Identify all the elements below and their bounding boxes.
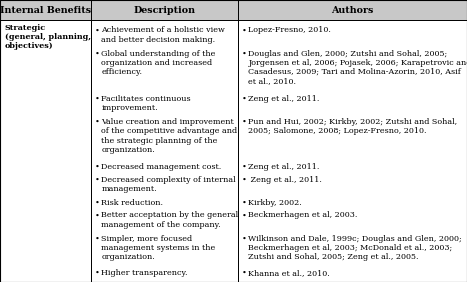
Text: Better acceptation by the general
management of the company.: Better acceptation by the general manage… <box>101 212 239 229</box>
Text: Facilitates continuous
improvement.: Facilitates continuous improvement. <box>101 95 191 112</box>
Text: •: • <box>242 235 247 243</box>
Text: •: • <box>242 269 247 277</box>
Text: •: • <box>95 199 99 207</box>
Text: Global understanding of the
organization and increased
efficiency.: Global understanding of the organization… <box>101 50 216 76</box>
Text: •: • <box>95 50 99 58</box>
Text: Achievement of a holistic view
and better decision making.: Achievement of a holistic view and bette… <box>101 27 225 44</box>
Text: •: • <box>242 163 247 171</box>
Bar <box>91 20 238 282</box>
Text: •: • <box>95 176 99 184</box>
Bar <box>0 0 91 20</box>
Text: •: • <box>242 27 247 34</box>
Text: Douglas and Glen, 2000; Zutshi and Sohal, 2005;
Jorgensen et al, 2006; Pojasek, : Douglas and Glen, 2000; Zutshi and Sohal… <box>248 50 467 85</box>
Text: Zeng et al., 2011.: Zeng et al., 2011. <box>248 163 320 171</box>
Text: Khanna et al., 2010.: Khanna et al., 2010. <box>248 269 330 277</box>
Text: Pun and Hui, 2002; Kirkby, 2002; Zutshi and Sohal,
2005; Salomone, 2008; Lopez-F: Pun and Hui, 2002; Kirkby, 2002; Zutshi … <box>248 118 458 135</box>
Text: •: • <box>95 269 99 277</box>
Text: Description: Description <box>134 6 196 15</box>
Text: •: • <box>242 212 247 219</box>
Text: Wilkinson and Dale, 1999c; Douglas and Glen, 2000;
Beckmerhagen et al, 2003; McD: Wilkinson and Dale, 1999c; Douglas and G… <box>248 235 462 261</box>
Text: •: • <box>95 118 99 126</box>
Text: Decreased management cost.: Decreased management cost. <box>101 163 221 171</box>
Text: •: • <box>242 50 247 58</box>
Text: •: • <box>242 176 247 184</box>
Text: Value creation and improvement
of the competitive advantage and
the strategic pl: Value creation and improvement of the co… <box>101 118 237 154</box>
Text: •: • <box>95 212 99 219</box>
Text: Authors: Authors <box>332 6 374 15</box>
Bar <box>238 20 467 282</box>
Text: Simpler, more focused
management systems in the
organization.: Simpler, more focused management systems… <box>101 235 216 261</box>
Bar <box>238 0 467 20</box>
Text: •: • <box>95 27 99 34</box>
Text: Zeng et al., 2011.: Zeng et al., 2011. <box>248 95 320 103</box>
Text: •: • <box>242 118 247 126</box>
Text: •: • <box>95 235 99 243</box>
Text: •: • <box>95 163 99 171</box>
Text: Higher transparency.: Higher transparency. <box>101 269 188 277</box>
Text: Risk reduction.: Risk reduction. <box>101 199 163 207</box>
Text: Strategic
(general, planning,
objectives): Strategic (general, planning, objectives… <box>5 24 91 50</box>
Text: •: • <box>95 95 99 103</box>
Text: Zeng et al., 2011.: Zeng et al., 2011. <box>248 176 322 184</box>
Bar <box>0 20 91 282</box>
Bar <box>91 0 238 20</box>
Text: •: • <box>242 199 247 207</box>
Text: •: • <box>242 95 247 103</box>
Text: Kirkby, 2002.: Kirkby, 2002. <box>248 199 302 207</box>
Text: Internal Benefits: Internal Benefits <box>0 6 91 15</box>
Text: Lopez-Fresno, 2010.: Lopez-Fresno, 2010. <box>248 27 331 34</box>
Text: Beckmerhagen et al, 2003.: Beckmerhagen et al, 2003. <box>248 212 358 219</box>
Text: Decreased complexity of internal
management.: Decreased complexity of internal managem… <box>101 176 236 193</box>
